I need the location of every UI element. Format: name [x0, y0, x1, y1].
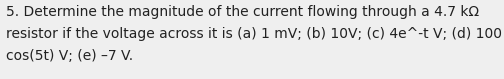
Text: cos(5t) V; (e) –7 V.: cos(5t) V; (e) –7 V.: [6, 49, 133, 63]
Text: resistor if the voltage across it is (a) 1 mV; (b) 10V; (c) 4e^-t V; (d) 100: resistor if the voltage across it is (a)…: [6, 27, 502, 41]
Text: 5. Determine the magnitude of the current flowing through a 4.7 kΩ: 5. Determine the magnitude of the curren…: [6, 5, 479, 19]
